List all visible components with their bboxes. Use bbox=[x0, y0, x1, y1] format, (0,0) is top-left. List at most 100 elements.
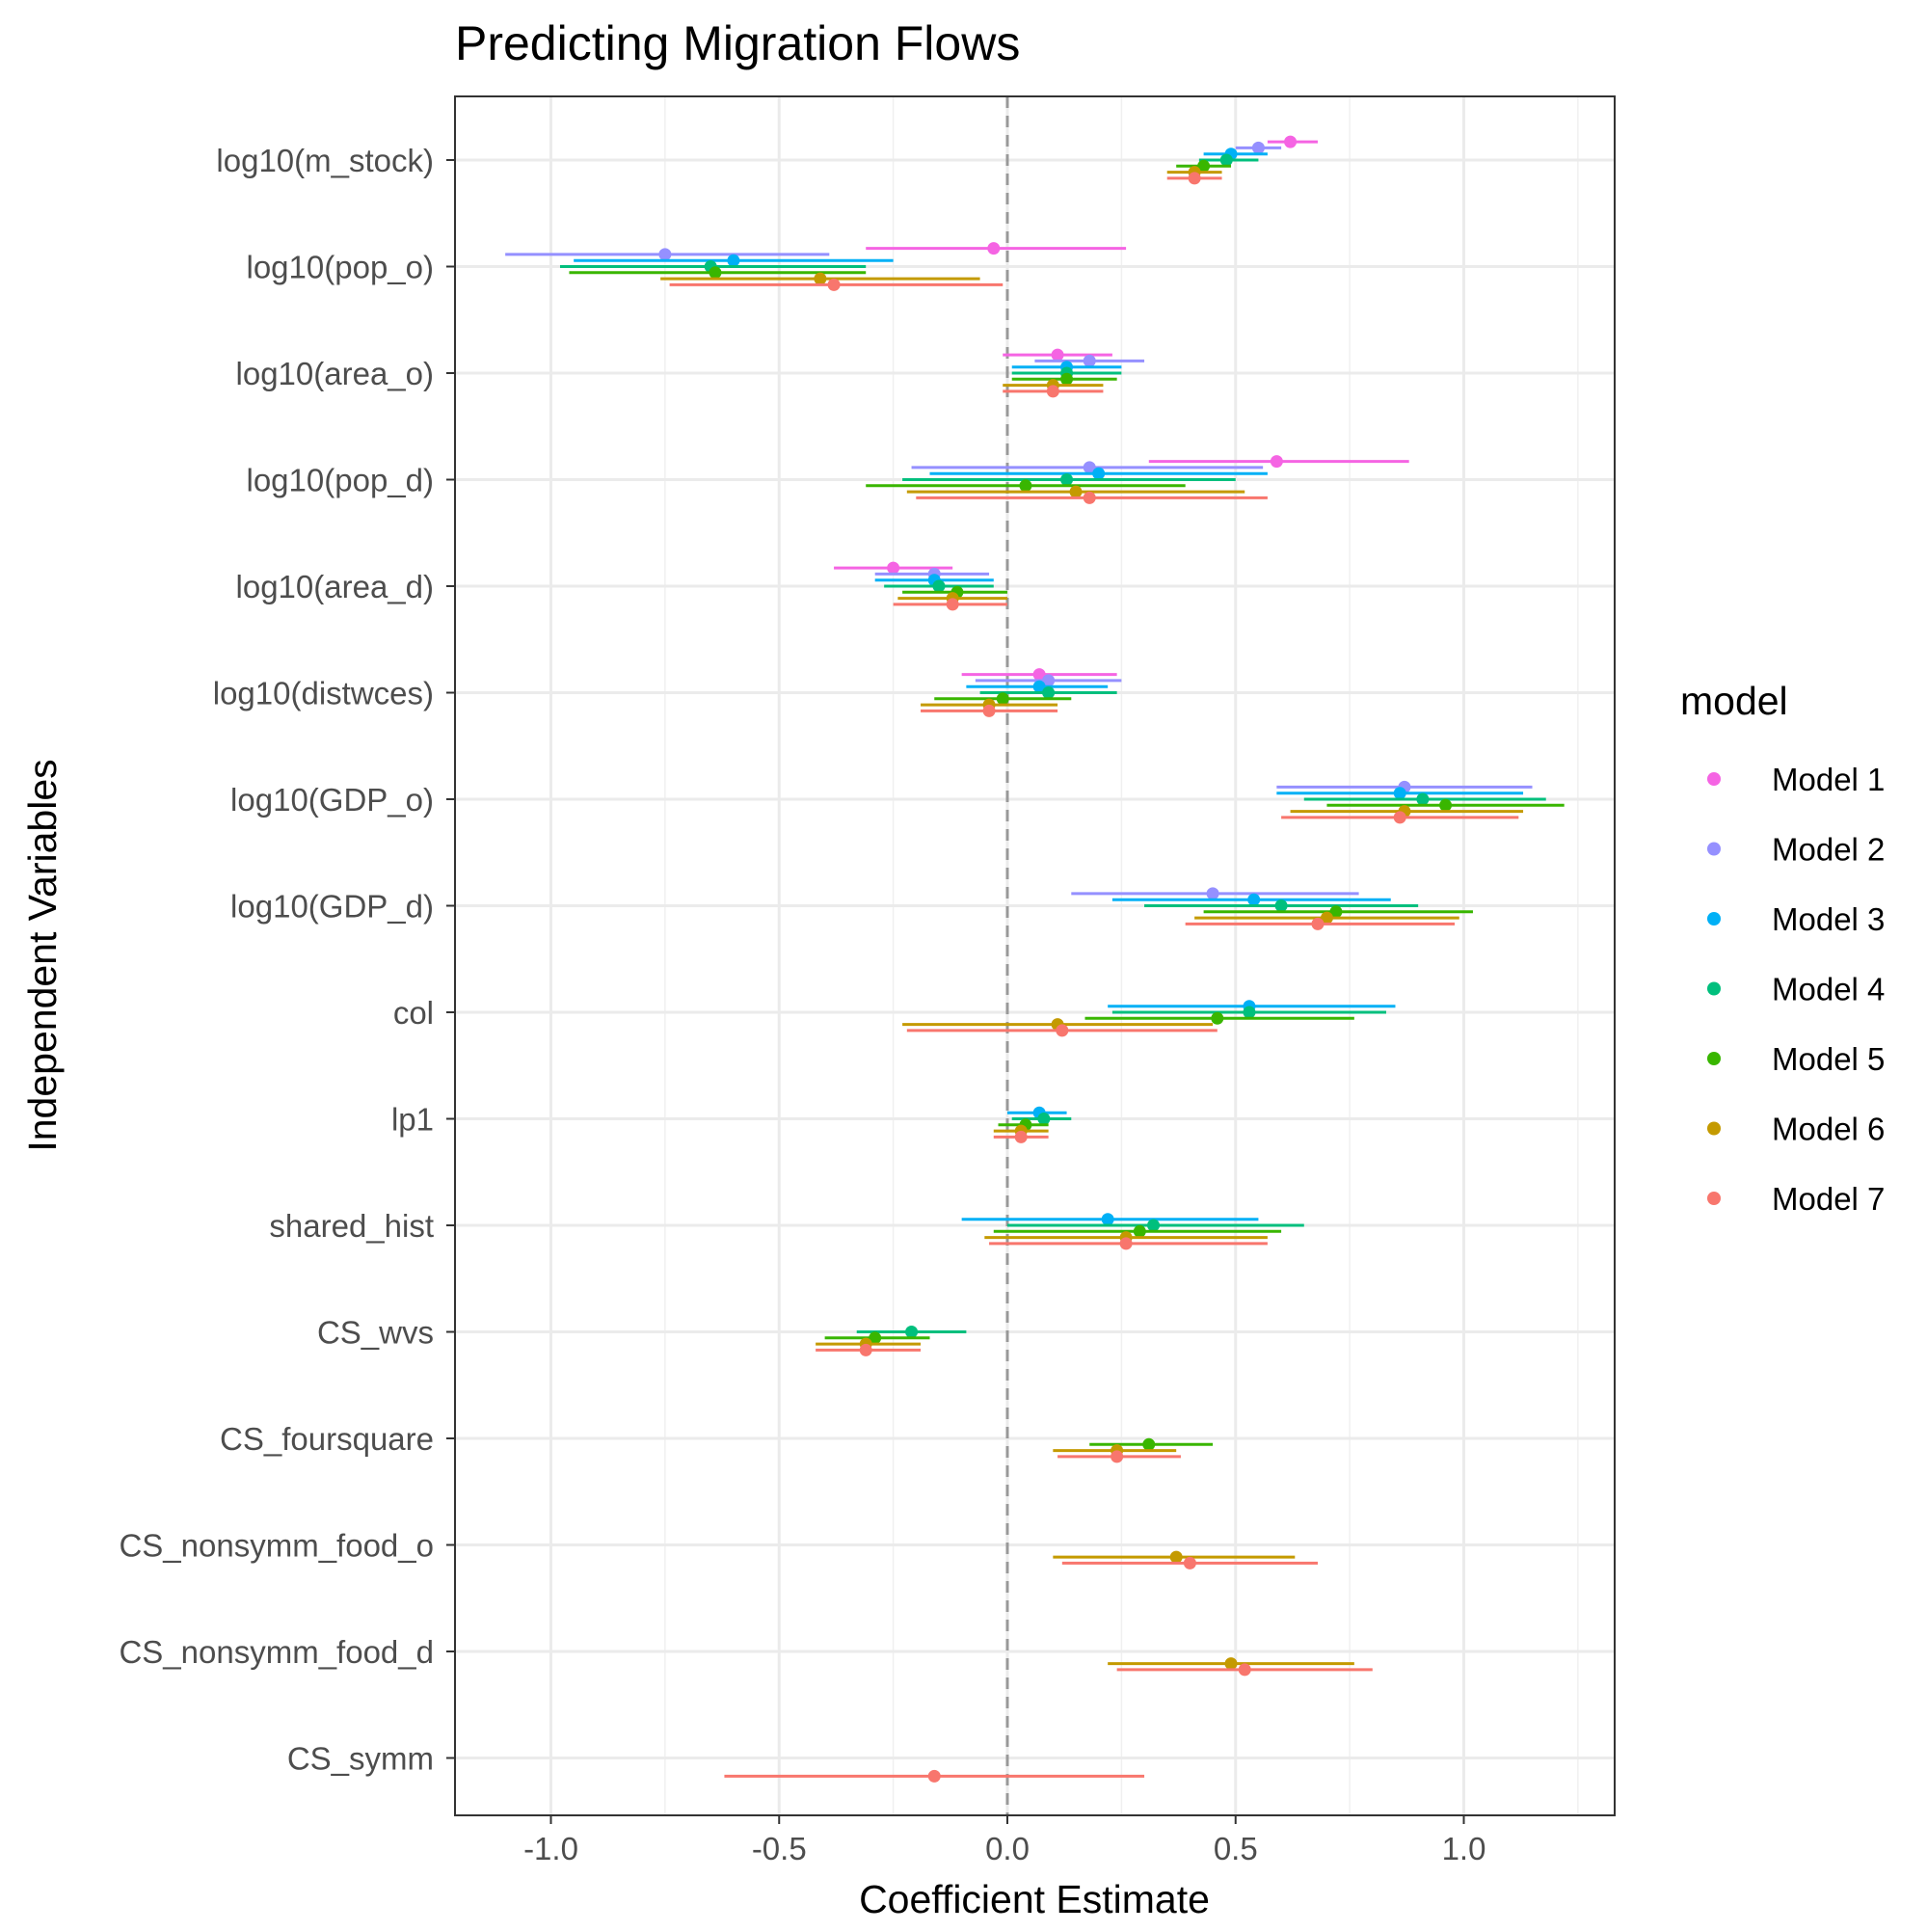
estimate-point bbox=[1119, 1237, 1133, 1250]
y-tick-label: CS_nonsymm_food_d bbox=[119, 1634, 434, 1670]
estimate-point bbox=[1439, 798, 1453, 812]
estimate-point bbox=[1416, 792, 1430, 806]
estimate-point bbox=[1111, 1450, 1124, 1463]
estimate-point bbox=[869, 1331, 882, 1345]
estimate-point bbox=[827, 278, 841, 291]
legend-label: Model 4 bbox=[1772, 972, 1885, 1007]
y-tick-label: CS_symm bbox=[287, 1741, 434, 1777]
legend-label: Model 1 bbox=[1772, 762, 1885, 797]
estimate-point bbox=[1083, 461, 1096, 474]
legend-label: Model 6 bbox=[1772, 1112, 1885, 1147]
estimate-point bbox=[1274, 899, 1288, 912]
estimate-point bbox=[927, 1769, 941, 1783]
minor-gridlines bbox=[664, 96, 1579, 1815]
estimate-point bbox=[1092, 467, 1106, 480]
estimate-point bbox=[1019, 479, 1032, 493]
x-tick-label: 1.0 bbox=[1442, 1831, 1486, 1866]
y-tick-label: lp1 bbox=[391, 1102, 434, 1138]
estimate-point bbox=[1188, 172, 1201, 185]
estimate-point bbox=[1206, 887, 1219, 900]
x-tick-label: -0.5 bbox=[752, 1831, 807, 1866]
estimate-point bbox=[1251, 141, 1265, 154]
estimate-point bbox=[1197, 159, 1211, 173]
legend-key bbox=[1707, 1052, 1721, 1065]
estimate-point bbox=[1037, 1113, 1051, 1125]
legend: model Model 1 Model 2 Model 3 Model 4 Model … bbox=[1680, 679, 1885, 1217]
estimate-point bbox=[1042, 674, 1056, 687]
estimate-point bbox=[905, 1326, 919, 1338]
estimate-point bbox=[1014, 1130, 1028, 1143]
legend-key bbox=[1707, 772, 1721, 786]
estimate-point bbox=[859, 1343, 872, 1356]
y-axis: log10(m_stock) log10(pop_o) log10(area_o)l… bbox=[119, 143, 455, 1777]
series-group bbox=[505, 135, 1565, 1783]
legend-label: Model 2 bbox=[1772, 832, 1885, 868]
estimate-point bbox=[1142, 1437, 1156, 1451]
major-gridlines bbox=[455, 96, 1615, 1815]
estimate-point bbox=[1083, 491, 1096, 504]
estimate-point bbox=[1393, 787, 1406, 800]
estimate-point bbox=[1311, 917, 1325, 930]
y-tick-label: CS_nonsymm_food_o bbox=[119, 1528, 434, 1564]
plot-panel-border bbox=[454, 95, 1616, 1816]
estimate-point bbox=[1083, 354, 1096, 367]
legend-key bbox=[1707, 842, 1721, 856]
estimate-point bbox=[1211, 1011, 1224, 1025]
legend-label: Model 7 bbox=[1772, 1181, 1885, 1217]
plot-panel bbox=[455, 96, 1615, 1815]
estimate-point bbox=[1393, 811, 1406, 824]
y-tick-label: log10(GDP_d) bbox=[230, 889, 434, 925]
estimate-point bbox=[982, 704, 996, 717]
estimate-point bbox=[1060, 372, 1074, 386]
x-tick-label: 0.0 bbox=[985, 1831, 1030, 1866]
estimate-point bbox=[1051, 348, 1064, 362]
estimate-point bbox=[709, 266, 722, 280]
estimate-point bbox=[727, 254, 740, 267]
legend-key bbox=[1707, 1121, 1721, 1136]
legend-key bbox=[1707, 912, 1721, 926]
estimate-point bbox=[1224, 1657, 1238, 1671]
series-model-5 bbox=[569, 159, 1565, 1451]
estimate-point bbox=[1320, 911, 1333, 925]
estimate-point bbox=[987, 242, 1001, 255]
estimate-point bbox=[996, 692, 1009, 706]
y-tick-label: col bbox=[393, 995, 434, 1031]
estimate-point bbox=[1042, 686, 1056, 699]
estimate-point bbox=[1032, 668, 1046, 682]
estimate-point bbox=[1284, 135, 1298, 148]
estimate-point bbox=[1046, 385, 1059, 398]
y-tick-label: CS_foursquare bbox=[220, 1421, 434, 1457]
estimate-point bbox=[1270, 455, 1283, 469]
estimate-point bbox=[1329, 905, 1343, 919]
y-tick-label: log10(distwces) bbox=[213, 676, 434, 711]
y-tick-label: log10(pop_d) bbox=[247, 463, 435, 498]
estimate-point bbox=[658, 248, 672, 261]
legend-key bbox=[1707, 981, 1721, 996]
estimate-point bbox=[1069, 485, 1083, 498]
y-tick-label: log10(GDP_o) bbox=[230, 782, 434, 818]
y-tick-label: log10(area_o) bbox=[236, 356, 434, 391]
estimate-point bbox=[932, 579, 946, 593]
estimate-point bbox=[1101, 1213, 1114, 1226]
x-axis: -1.0 -0.5 0.0 0.5 1.0 bbox=[523, 1815, 1485, 1866]
y-axis-title: Independent Variables bbox=[20, 759, 65, 1151]
estimate-point bbox=[1238, 1663, 1251, 1677]
chart-title: Predicting Migration Flows bbox=[455, 16, 1020, 70]
estimate-point bbox=[1060, 473, 1074, 486]
y-tick-label: shared_hist bbox=[269, 1208, 434, 1244]
estimate-point bbox=[1247, 893, 1261, 906]
estimate-point bbox=[946, 598, 959, 611]
estimate-point bbox=[1243, 1006, 1256, 1019]
estimate-point bbox=[1147, 1219, 1161, 1232]
estimate-point bbox=[1032, 680, 1046, 693]
series-model-2 bbox=[505, 141, 1533, 900]
x-axis-title: Coefficient Estimate bbox=[859, 1877, 1210, 1921]
x-tick-label: 0.5 bbox=[1214, 1831, 1258, 1866]
estimate-point bbox=[1133, 1224, 1146, 1238]
series-model-4 bbox=[559, 153, 1546, 1338]
estimate-point bbox=[1219, 153, 1233, 167]
y-tick-label: log10(m_stock) bbox=[216, 143, 434, 178]
legend-label: Model 5 bbox=[1772, 1041, 1885, 1077]
series-model-7 bbox=[669, 172, 1519, 1783]
